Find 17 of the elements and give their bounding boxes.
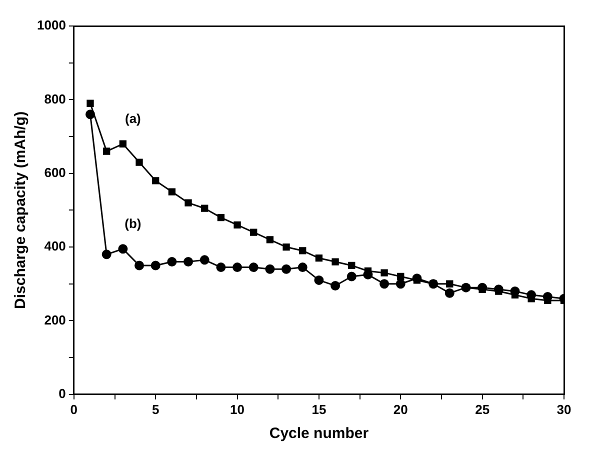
y-tick-label: 1000 <box>37 18 66 33</box>
y-tick-label: 200 <box>44 312 66 328</box>
y-tick-label: 800 <box>44 91 66 106</box>
x-axis-title: Cycle number <box>269 425 369 442</box>
y-axis-title: Discharge capacity (mAh/g) <box>12 111 30 309</box>
x-tick-label: 0 <box>70 402 78 417</box>
x-tick-label: 25 <box>475 402 490 417</box>
x-tick-label: 30 <box>556 402 572 417</box>
y-tick-label: 400 <box>44 238 66 254</box>
x-tick-label: 20 <box>393 402 408 417</box>
x-tick-label: 5 <box>152 402 160 417</box>
series-label: (a) <box>124 110 141 126</box>
y-tick-label: 0 <box>58 386 66 401</box>
y-tick-label: 600 <box>44 164 66 180</box>
x-tick-label: 10 <box>230 402 245 417</box>
x-tick-label: 15 <box>312 402 326 417</box>
series-label: (b) <box>124 216 142 231</box>
